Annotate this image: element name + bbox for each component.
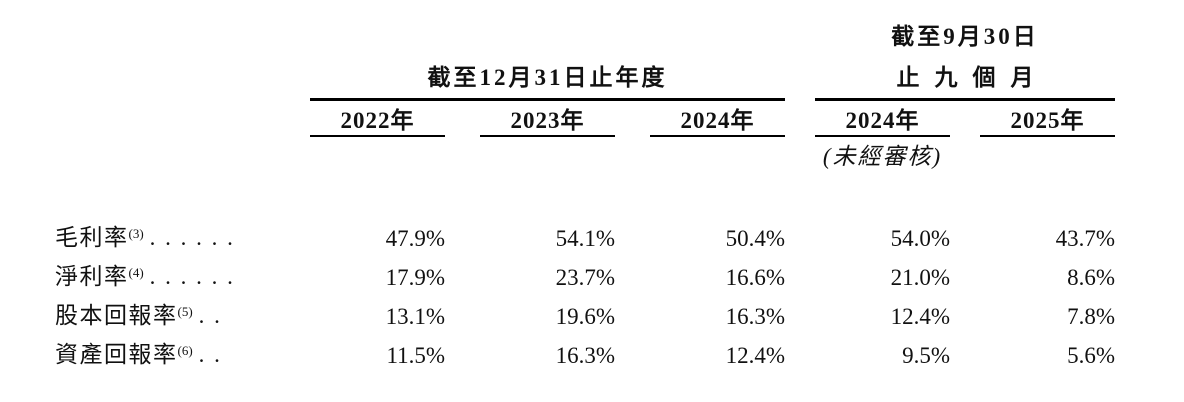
metric-value: 54.1% <box>555 226 615 251</box>
footnote-ref: (6) <box>177 343 193 358</box>
row-label: 毛利率 <box>55 225 129 250</box>
year-header-2023: 2023年 <box>480 99 615 137</box>
label-column-spacer <box>55 8 310 100</box>
dot-leader: . . <box>198 303 222 328</box>
footnote-ref: (4) <box>128 265 144 280</box>
year-header-2025-nine-months: 2025年 <box>980 99 1115 137</box>
column-group-nine-months-title-line2: 止九個月 <box>896 65 1049 90</box>
column-group-nine-months-title-line1: 截至9月30日 <box>891 24 1039 49</box>
column-group-header-row: 截至12月31日止年度 截至9月30日 止九個月 <box>55 8 1115 101</box>
row-label-return-on-equity: 股本回報率(5) . . <box>55 291 310 330</box>
unaudited-note: (未經審核) <box>822 144 943 169</box>
spacer-row <box>55 171 1115 213</box>
metric-value: 47.9% <box>385 226 445 251</box>
dot-leader: . . . . . . <box>149 264 235 289</box>
metric-value: 9.5% <box>902 343 950 368</box>
dot-leader: . . . . . . <box>149 225 235 250</box>
metric-value: 7.8% <box>1067 304 1115 329</box>
metric-value: 12.4% <box>725 343 785 368</box>
row-label-return-on-assets: 資產回報率(6) . . <box>55 330 310 369</box>
financial-ratios-table: 截至12月31日止年度 截至9月30日 止九個月 2022年 2023年 202… <box>55 8 1115 369</box>
metric-value: 16.6% <box>725 265 785 290</box>
metric-value: 12.4% <box>890 304 950 329</box>
column-group-nine-months: 截至9月30日 止九個月 <box>815 8 1115 101</box>
row-label: 資產回報率 <box>55 342 178 367</box>
row-label: 股本回報率 <box>55 303 178 328</box>
row-label-gross-margin: 毛利率(3) . . . . . . <box>55 213 310 252</box>
metric-value: 13.1% <box>385 304 445 329</box>
row-label-net-margin: 淨利率(4) . . . . . . <box>55 252 310 291</box>
year-header-2022: 2022年 <box>310 99 445 137</box>
metric-value: 8.6% <box>1067 265 1115 290</box>
metric-value: 16.3% <box>725 304 785 329</box>
dot-leader: . . <box>198 342 222 367</box>
table-row: 股本回報率(5) . . 13.1% 19.6% 16.3% 12.4% 7.8% <box>55 291 1115 330</box>
metric-value: 21.0% <box>890 265 950 290</box>
metric-value: 43.7% <box>1055 226 1115 251</box>
ratios-table: 截至12月31日止年度 截至9月30日 止九個月 2022年 2023年 202… <box>55 8 1115 369</box>
metric-value: 11.5% <box>386 343 445 368</box>
metric-value: 50.4% <box>725 226 785 251</box>
metric-value: 5.6% <box>1067 343 1115 368</box>
metric-value: 23.7% <box>555 265 615 290</box>
footnote-ref: (5) <box>177 304 193 319</box>
metric-value: 19.6% <box>555 304 615 329</box>
table-row: 淨利率(4) . . . . . . 17.9% 23.7% 16.6% 21.0… <box>55 252 1115 291</box>
table-row: 毛利率(3) . . . . . . 47.9% 54.1% 50.4% 54.0… <box>55 213 1115 252</box>
unaudited-note-row: (未經審核) <box>55 136 1115 171</box>
column-group-annual-title: 截至12月31日止年度 <box>427 65 668 90</box>
metric-value: 17.9% <box>385 265 445 290</box>
year-header-2024-nine-months: 2024年 <box>815 99 950 137</box>
metric-value: 54.0% <box>890 226 950 251</box>
footnote-ref: (3) <box>128 226 144 241</box>
label-column-spacer <box>55 100 310 137</box>
row-label: 淨利率 <box>55 264 129 289</box>
metric-value: 16.3% <box>555 343 615 368</box>
column-group-annual: 截至12月31日止年度 <box>310 8 785 101</box>
year-header-2024: 2024年 <box>650 99 785 137</box>
group-gap <box>785 8 815 100</box>
year-header-row: 2022年 2023年 2024年 2024年 2025年 <box>55 99 1115 137</box>
table-row: 資產回報率(6) . . 11.5% 16.3% 12.4% 9.5% 5.6% <box>55 330 1115 369</box>
